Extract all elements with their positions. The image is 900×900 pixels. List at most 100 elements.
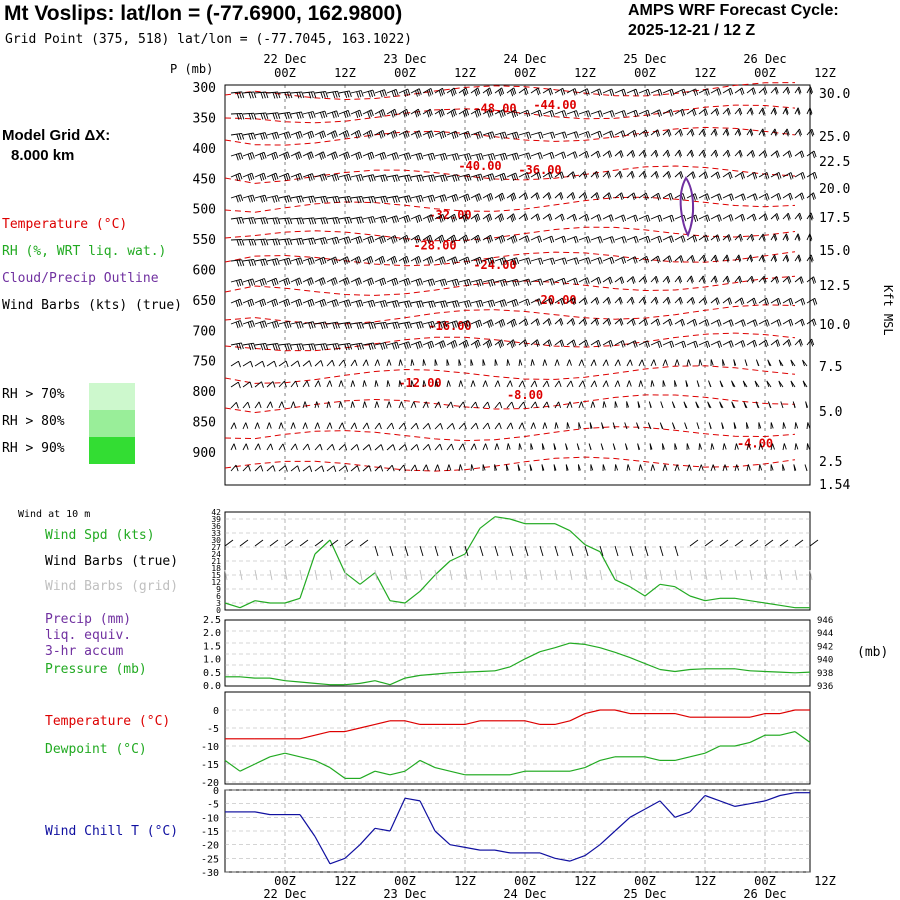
wind-barb (626, 109, 639, 118)
wind-barb (302, 151, 314, 160)
wind-barb (698, 297, 708, 305)
wind-speed-tick: 27 (211, 543, 221, 552)
wind-barb (626, 401, 630, 409)
wind-barb (710, 214, 722, 222)
wind-barb (410, 278, 423, 287)
wind-barb (374, 359, 381, 367)
wind-barb (434, 359, 438, 367)
wind-barb (266, 465, 276, 472)
wind-barb (674, 464, 680, 472)
wind-barb (458, 359, 462, 367)
bottom-time-tick: 12Z (574, 874, 596, 888)
wind-speed-tick: 0 (216, 606, 221, 615)
wind-barb (638, 129, 649, 138)
cs-pressure-tick: 750 (193, 355, 216, 370)
wind-barb (470, 108, 482, 118)
wind-barb (494, 339, 505, 349)
wind-barb-grid (239, 569, 243, 581)
wind-barb (326, 130, 338, 139)
wind-chill-segment (389, 797, 406, 832)
temperature-segment (614, 709, 631, 715)
wind-barb (578, 213, 590, 222)
wind-barb (650, 214, 663, 223)
wind-barb (530, 401, 538, 409)
wind-barb (710, 88, 722, 96)
wind-barb (266, 298, 279, 307)
wind-barb (674, 340, 687, 349)
wind-barb (458, 256, 471, 265)
wind-barb (626, 235, 639, 244)
wind-barb (578, 131, 591, 139)
cs-kft-tick: 15.0 (819, 244, 850, 259)
wind-barb (710, 171, 721, 180)
wind-barb (302, 298, 315, 308)
wind-barb (518, 318, 529, 327)
cs-kft-tick: 7.5 (819, 360, 842, 375)
wind-barb (242, 172, 255, 182)
wind-barb (518, 109, 531, 118)
wind-barb (230, 401, 239, 409)
wind-barb (566, 380, 574, 388)
temperature-contour (224, 332, 796, 352)
wind-barb (314, 321, 328, 330)
wind-barb (278, 277, 291, 286)
temperature-segment (314, 731, 331, 736)
wind-barb (530, 318, 540, 327)
wind-barb (386, 130, 398, 139)
pressure-tick: 942 (817, 642, 833, 652)
wind-barb (326, 195, 341, 204)
wind-barb (683, 401, 688, 409)
wind-barb (554, 151, 567, 160)
wind-barb (278, 380, 287, 388)
wind-barb (302, 217, 317, 225)
wind-barb-grid (389, 569, 393, 581)
wind-barb (770, 422, 774, 430)
wind-barb (458, 108, 470, 118)
wind-barb (650, 318, 661, 327)
wind-barb (602, 150, 613, 159)
wind-barb (422, 214, 434, 223)
wind-barb (601, 422, 604, 430)
wind-barb (350, 174, 364, 182)
temperature-contour (224, 165, 796, 184)
wind-barb-10m (809, 539, 819, 547)
wind-barb (482, 87, 493, 97)
wind-barb (518, 422, 525, 430)
wind-barb (302, 173, 315, 182)
wind-barb (770, 254, 778, 263)
temp-dewpoint-panel: 0 -5 -10 -15 -20 (201, 691, 811, 789)
pressure-unit: (mb) (857, 645, 888, 660)
wind-speed-segment (419, 574, 436, 592)
wind-barb (770, 275, 780, 284)
wind-barb (326, 401, 331, 409)
wind-barb-10m (569, 545, 574, 557)
wind-speed-segment (614, 579, 631, 588)
wind-barb (230, 194, 244, 203)
wind-barb (707, 401, 712, 409)
wind-barb (698, 108, 708, 117)
cs-date-tick: 23 Dec (383, 52, 426, 66)
wind-barb (470, 464, 475, 472)
wind-barb (518, 339, 528, 347)
wind-barb-10m (269, 539, 279, 547)
wind-barb (314, 173, 328, 182)
wind-barb (662, 149, 671, 158)
wind-speed-segment (314, 539, 331, 555)
dewpoint-segment (314, 759, 331, 769)
wind-barb (614, 192, 625, 201)
wind-barb (662, 380, 666, 388)
wind-barb (446, 256, 458, 265)
wind-barb (458, 87, 469, 97)
wind-barb (470, 193, 482, 202)
pressure-segment (479, 670, 496, 673)
wind-barb-grid (449, 569, 453, 581)
wind-barb (290, 91, 305, 99)
wind-barb (242, 298, 255, 308)
wind-barb (758, 193, 770, 201)
wind-barb (314, 443, 323, 451)
cs-kft-tick: 10.0 (819, 318, 850, 333)
wind-chill-tick: -25 (201, 854, 219, 865)
wind-barb (734, 319, 746, 327)
wind-barb (482, 422, 491, 430)
wind-barb-10m (734, 539, 744, 547)
